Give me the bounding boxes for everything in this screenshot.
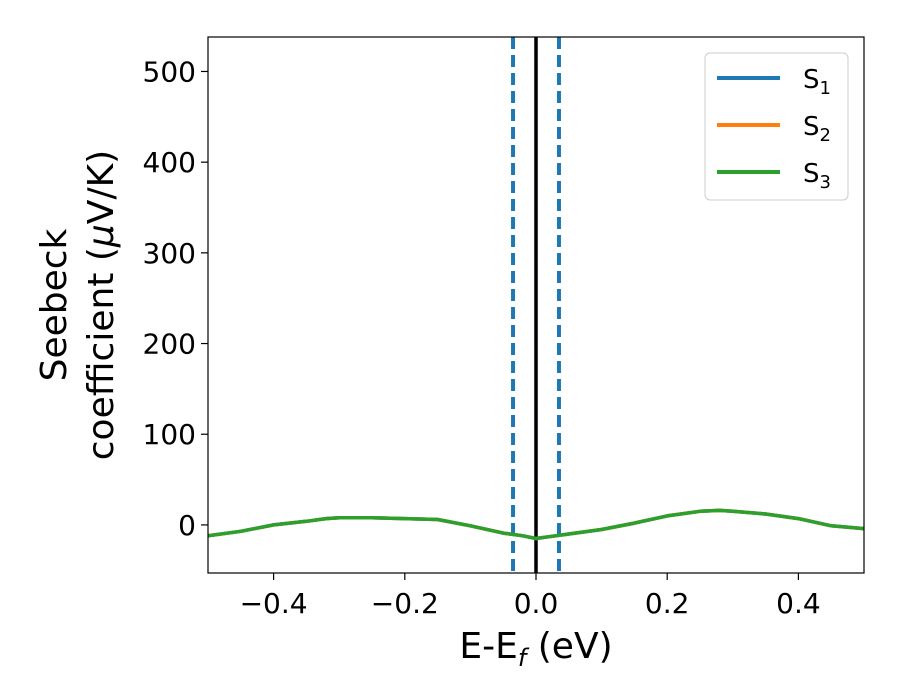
legend: S1 S2 S3 xyxy=(704,52,849,201)
legend-label-s2: S2 xyxy=(803,112,831,146)
legend-label-s1: S1 xyxy=(803,65,831,99)
y-tick-label: 200 xyxy=(143,328,196,361)
legend-label-s3: S3 xyxy=(803,159,831,193)
y-tick-label: 0 xyxy=(178,509,196,542)
y-axis-title-line2: coefficient (μV/K) xyxy=(81,150,122,460)
series-lines xyxy=(208,508,864,541)
x-tick-label: 0.4 xyxy=(776,587,821,620)
y-axis-title: Seebeck coefficient (μV/K) xyxy=(34,150,122,460)
y-axis-ticks: 0 100 200 300 400 500 xyxy=(143,55,208,542)
x-axis-ticks: −0.4 −0.2 0.0 0.2 0.4 xyxy=(240,573,821,620)
x-tick-label: −0.2 xyxy=(371,587,439,620)
x-tick-label: −0.4 xyxy=(240,587,308,620)
y-tick-label: 400 xyxy=(143,146,196,179)
y-axis-title-line1: Seebeck xyxy=(34,228,75,381)
x-axis-title: E-Ef (eV) xyxy=(459,626,612,672)
y-tick-label: 100 xyxy=(143,418,196,451)
x-tick-label: 0.2 xyxy=(645,587,690,620)
y-tick-label: 500 xyxy=(143,55,196,88)
reference-lines xyxy=(511,37,561,573)
series-line-s3 xyxy=(208,508,864,541)
x-tick-label: 0.0 xyxy=(514,587,559,620)
y-tick-label: 300 xyxy=(143,237,196,270)
